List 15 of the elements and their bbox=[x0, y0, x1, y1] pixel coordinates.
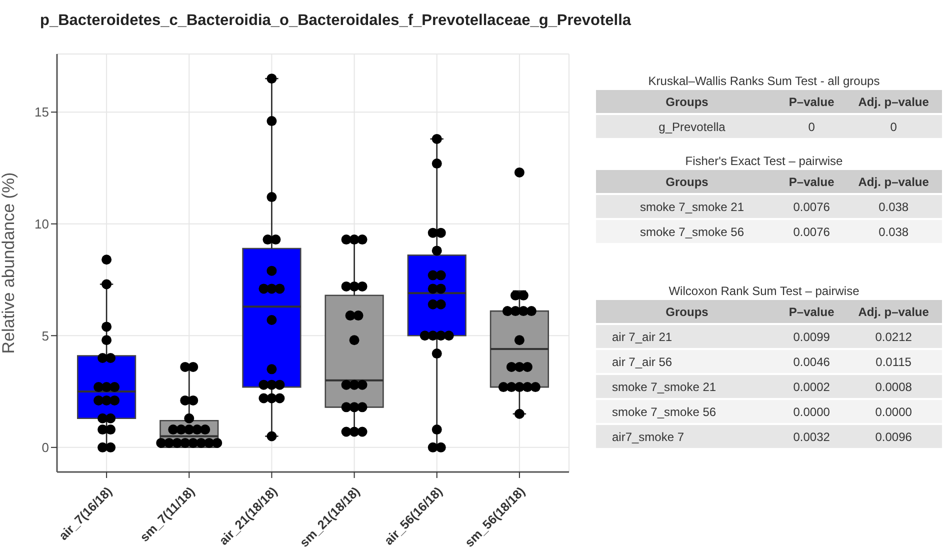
category-label: P–value bbox=[788, 304, 836, 320]
chart-title: p_Bacteroidetes_c_Bacteroidia_o_Bacteroidales_f_Prevotellaceae_g_Prevotella bbox=[40, 12, 632, 30]
text: Kruskal–Wallis Ranks Sum Test - all groups bbox=[647, 74, 881, 88]
text: Wilcoxon Rank Sum Test – pairwise bbox=[668, 284, 860, 298]
y-tick-label: 10 bbox=[34, 216, 49, 232]
y-tick-label: 5 bbox=[42, 328, 49, 344]
category-label: Adj. p–value bbox=[857, 94, 930, 110]
category-label: P–value bbox=[788, 174, 836, 190]
text: Fisher's Exact Test – pairwise bbox=[684, 154, 844, 168]
category-label: P–value bbox=[788, 94, 836, 110]
y-axis-title: Relative abundance (%) bbox=[0, 172, 18, 354]
category-label: Adj. p–value bbox=[857, 174, 930, 190]
y-tick-label: 0 bbox=[42, 440, 49, 456]
category-label: Adj. p–value bbox=[857, 304, 930, 320]
y-tick-label: 15 bbox=[34, 104, 49, 120]
